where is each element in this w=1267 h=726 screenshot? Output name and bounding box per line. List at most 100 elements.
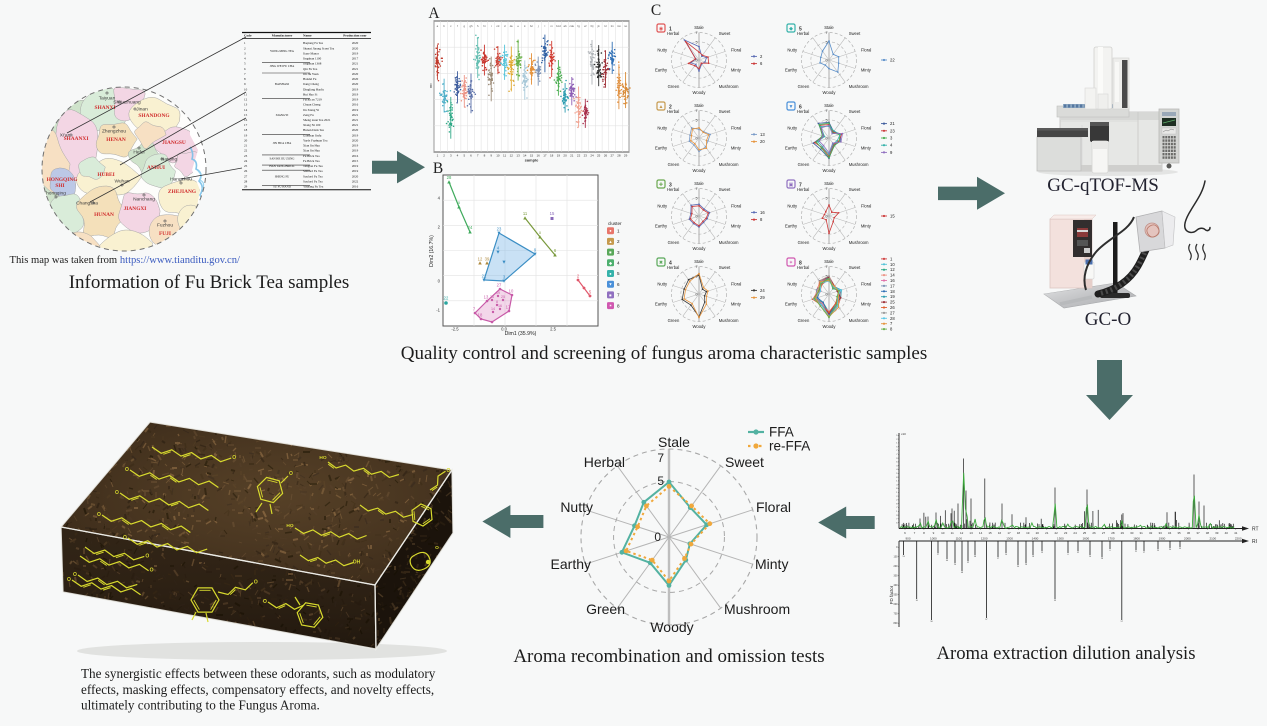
svg-text:Woody: Woody [693, 168, 707, 173]
svg-text:1: 1 [896, 511, 898, 513]
svg-text:-2.5: -2.5 [451, 327, 459, 332]
svg-text:5: 5 [826, 274, 828, 278]
svg-text:✶: ✶ [789, 260, 793, 266]
svg-text:5: 5 [799, 27, 802, 33]
svg-text:2019: 2019 [352, 133, 359, 137]
svg-text:2: 2 [438, 225, 441, 230]
svg-text:300: 300 [894, 575, 899, 578]
svg-text:2020: 2020 [352, 77, 359, 81]
svg-text:Dingfang Haofu: Dingfang Haofu [303, 87, 324, 91]
svg-text:35: 35 [1177, 531, 1181, 535]
svg-text:Herbal: Herbal [667, 31, 679, 36]
svg-text:bcd: bcd [556, 24, 561, 28]
svg-text:7: 7 [896, 454, 898, 456]
svg-text:9: 9 [490, 154, 492, 158]
svg-text:Mushroom: Mushroom [849, 318, 869, 323]
svg-text:13: 13 [760, 132, 765, 137]
svg-text:SAN HE JIU ZONG: SAN HE JIU ZONG [270, 156, 296, 160]
svg-text:16: 16 [890, 278, 895, 283]
svg-text:Qin Fu Tea: Qin Fu Tea [303, 67, 318, 71]
svg-text:●: ● [609, 271, 612, 276]
svg-text:RT: RT [1252, 527, 1259, 533]
svg-text:13: 13 [516, 154, 520, 158]
svg-text:HUNAN: HUNAN [94, 212, 114, 218]
svg-text:2020: 2020 [352, 174, 359, 178]
svg-text:ultimately contributing to the: ultimately contributing to the Fungus Ar… [81, 698, 320, 713]
svg-text:7: 7 [799, 183, 802, 189]
svg-text:2022: 2022 [352, 179, 359, 183]
svg-text:2019: 2019 [352, 164, 359, 168]
svg-text:21: 21 [890, 121, 895, 126]
svg-text:3: 3 [503, 275, 506, 280]
svg-text:▼: ▼ [789, 104, 794, 110]
svg-text:C: C [651, 2, 661, 19]
svg-text:58: 58 [930, 621, 933, 623]
svg-text:HUBEI: HUBEI [97, 172, 114, 178]
svg-text:XIANGYI: XIANGYI [276, 113, 289, 117]
svg-text:Code: Code [244, 34, 252, 38]
svg-text:1: 1 [896, 492, 898, 494]
svg-text:2019: 2019 [352, 169, 359, 173]
svg-text:2.5: 2.5 [550, 327, 556, 332]
svg-text:2016: 2016 [352, 185, 359, 189]
svg-text:Minty: Minty [731, 146, 742, 151]
svg-text:kl: kl [604, 24, 606, 28]
svg-text:m: m [551, 24, 554, 28]
svg-text:Herbal: Herbal [797, 187, 809, 192]
svg-text:Earthy: Earthy [655, 224, 668, 229]
svg-text:-1: -1 [436, 308, 440, 313]
svg-text:Stale: Stale [658, 434, 690, 450]
svg-text:Xiang Ni 100: Xiang Ni 100 [303, 123, 321, 127]
svg-text:7: 7 [696, 109, 698, 113]
svg-text:Floral: Floral [731, 126, 742, 131]
svg-text:Manufacturer: Manufacturer [272, 34, 293, 38]
svg-text:10: 10 [1005, 554, 1008, 556]
svg-text:✶: ✶ [609, 303, 612, 308]
svg-text:Taiyuan: Taiyuan [99, 96, 116, 102]
svg-text:Nutty: Nutty [787, 126, 798, 131]
svg-text:36: 36 [1187, 531, 1191, 535]
svg-text:38: 38 [1206, 531, 1210, 535]
svg-text:25: 25 [501, 295, 505, 299]
svg-text:7: 7 [914, 531, 916, 535]
svg-text:39: 39 [485, 257, 490, 262]
svg-text:1400: 1400 [1032, 537, 1039, 541]
svg-text:1200: 1200 [981, 537, 988, 541]
svg-text:GC-qTOF-MS: GC-qTOF-MS [1047, 175, 1159, 196]
svg-text:Hunan Dark Tea: Hunan Dark Tea [303, 128, 325, 132]
svg-text:31: 31 [1140, 531, 1144, 535]
svg-text:2: 2 [669, 105, 672, 111]
svg-text:16: 16 [498, 304, 502, 308]
svg-text:28: 28 [1025, 564, 1028, 566]
svg-text:5: 5 [826, 40, 828, 44]
svg-text:26: 26 [604, 154, 608, 158]
svg-text:Fu Brick Tea: Fu Brick Tea [303, 154, 320, 158]
svg-text:0: 0 [654, 530, 661, 544]
svg-text:57: 57 [985, 619, 988, 621]
svg-text:Floral: Floral [861, 126, 872, 131]
svg-text:Stale: Stale [824, 259, 834, 264]
svg-text:Jiaye Manor: Jiaye Manor [303, 51, 320, 55]
svg-text:8: 8 [484, 154, 486, 158]
svg-text:Information of Fu Brick Tea sa: Information of Fu Brick Tea samples [69, 272, 350, 293]
svg-text:2021: 2021 [352, 123, 359, 127]
svg-text:Nutty: Nutty [560, 499, 593, 515]
svg-text:Minty: Minty [731, 224, 742, 229]
svg-text:3: 3 [669, 183, 672, 189]
svg-text:Green: Green [798, 84, 810, 89]
svg-text:Nutty: Nutty [657, 48, 668, 53]
svg-text:28: 28 [447, 175, 452, 180]
svg-text:53: 53 [1054, 600, 1057, 602]
svg-text:0: 0 [826, 293, 828, 297]
svg-text:◆: ◆ [609, 260, 613, 265]
svg-text:2: 2 [896, 496, 898, 498]
svg-text:Mushroom: Mushroom [719, 84, 739, 89]
svg-text:Zeng Fu: Zeng Fu [303, 113, 314, 117]
svg-text:▼: ▼ [609, 282, 613, 287]
svg-text:12: 12 [890, 267, 895, 272]
svg-text:Earthy: Earthy [655, 302, 668, 307]
svg-text:Fu Brick Tea: Fu Brick Tea [303, 159, 320, 163]
svg-text:27: 27 [1102, 531, 1106, 535]
svg-text:JING WEI FU CHA: JING WEI FU CHA [270, 64, 295, 68]
svg-text:SHANXI: SHANXI [95, 105, 116, 111]
